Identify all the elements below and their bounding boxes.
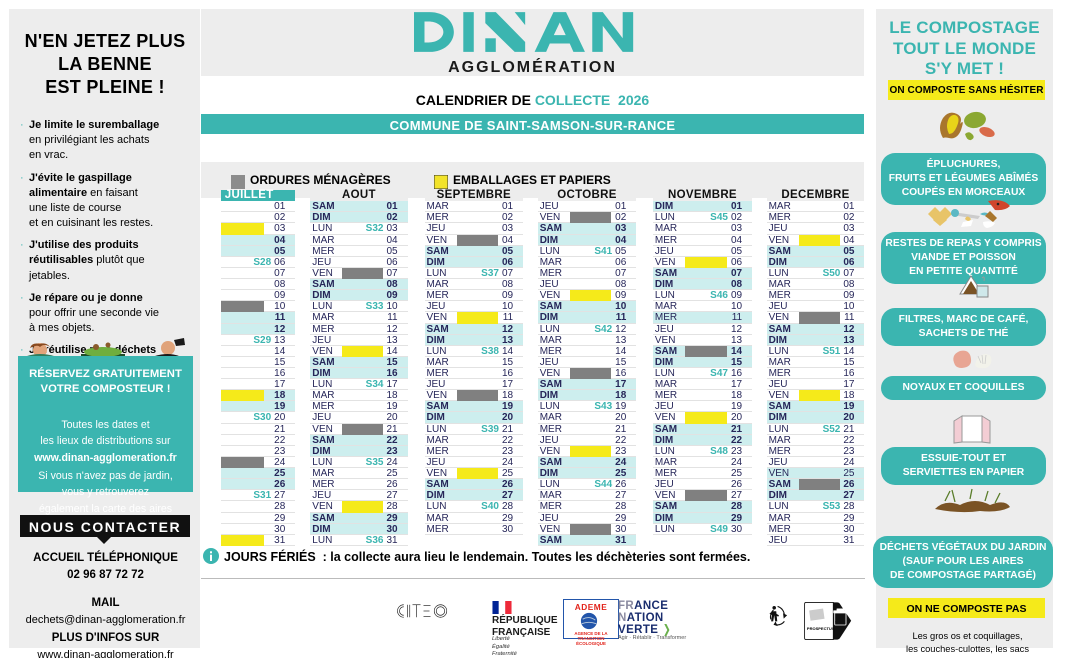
svg-text:BAC: BAC bbox=[836, 617, 842, 620]
svg-text:PROSPECTUS: PROSPECTUS bbox=[807, 626, 835, 631]
svg-text:DE TRI: DE TRI bbox=[835, 622, 842, 624]
